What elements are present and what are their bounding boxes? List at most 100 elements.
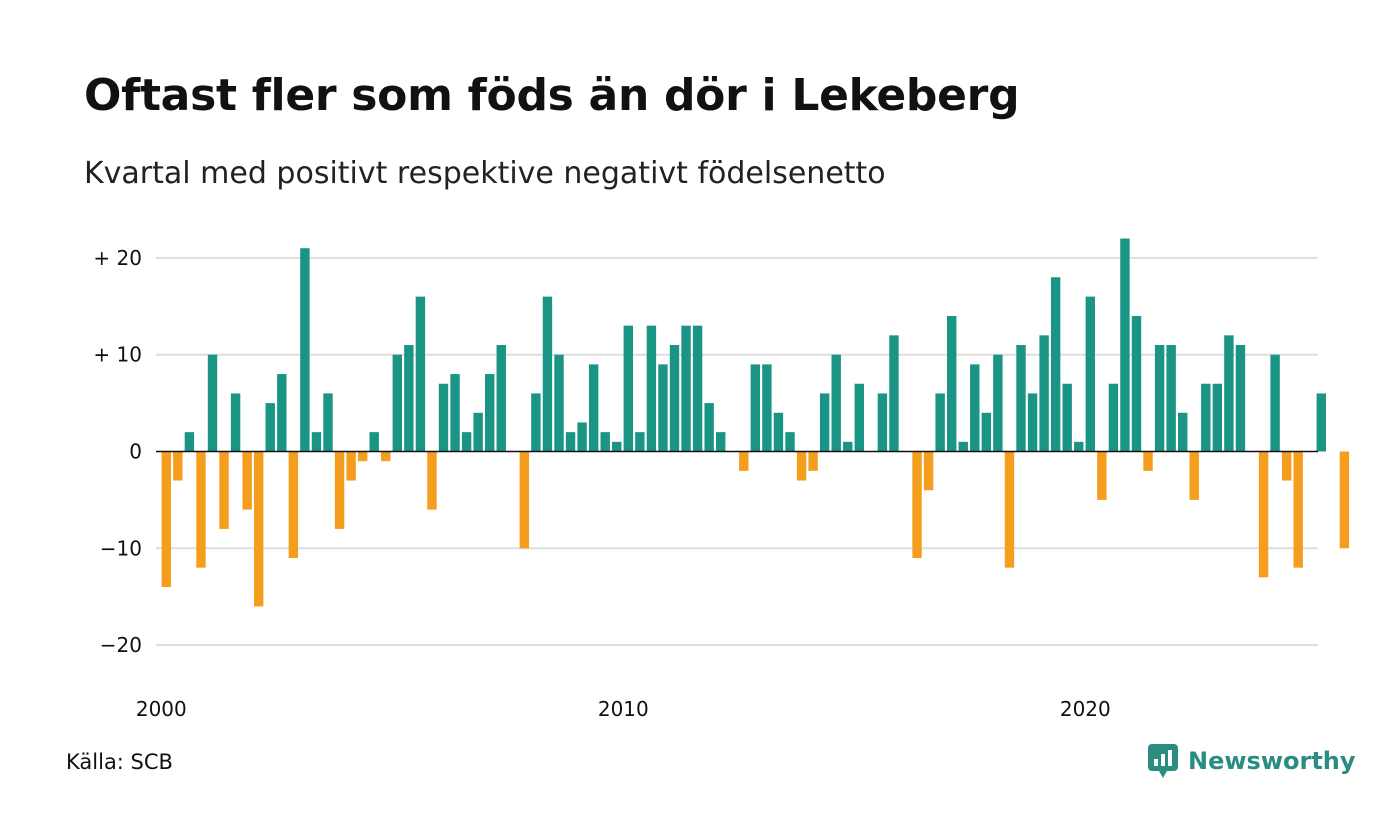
bar-positive [877, 393, 888, 452]
bar-positive [831, 354, 841, 452]
bar-positive [1131, 315, 1142, 452]
bar-positive [692, 325, 703, 452]
bar-positive [1270, 354, 1280, 452]
bar-positive [658, 364, 668, 452]
bar-positive [554, 354, 564, 452]
bar-negative [381, 451, 391, 462]
bar-negative [1339, 451, 1350, 549]
bar-positive [1074, 441, 1084, 452]
bar-positive [773, 412, 784, 452]
bar-positive [958, 441, 968, 452]
y-tick-label: + 20 [93, 246, 142, 270]
bar-positive [646, 325, 657, 452]
bar-positive [819, 393, 830, 452]
chart-subtitle: Kvartal med positivt respektive negativt… [84, 156, 886, 191]
bar-negative [796, 451, 807, 481]
bar-positive [1050, 277, 1061, 452]
bar-positive [404, 345, 414, 452]
brand-logo: Newsworthy [1148, 744, 1356, 778]
bar-negative [357, 451, 368, 462]
y-tick-label: −20 [100, 633, 142, 657]
bar-positive [415, 296, 426, 452]
bar-positive [785, 432, 795, 452]
bar-positive [485, 374, 495, 452]
bar-positive [669, 345, 680, 452]
bar-positive [1016, 345, 1026, 452]
bar-negative [427, 451, 437, 510]
bar-negative [739, 451, 749, 471]
bar-negative [808, 451, 818, 471]
bar-positive [323, 393, 333, 452]
bar-positive [473, 412, 483, 452]
bar-positive [392, 354, 402, 452]
bar-positive [843, 441, 853, 452]
bars [161, 238, 1350, 607]
bar-negative [346, 451, 356, 481]
bar-negative [1293, 451, 1303, 568]
bar-negative [288, 451, 299, 558]
bar-positive [993, 354, 1003, 452]
bar-positive [889, 335, 899, 452]
bar-negative [1143, 451, 1153, 471]
bar-positive [600, 432, 610, 452]
bar-positive [1062, 383, 1072, 452]
bar-positive [588, 364, 599, 452]
bar-positive [230, 393, 241, 452]
bar-negative [219, 451, 229, 529]
bar-positive [947, 315, 957, 452]
bar-positive [277, 374, 287, 452]
bar-negative [912, 451, 922, 558]
bar-positive [369, 432, 379, 452]
bar-positive [1178, 412, 1188, 452]
bar-negative [1189, 451, 1199, 500]
bar-positive [981, 412, 992, 452]
bar-negative [519, 451, 530, 549]
bar-negative [334, 451, 345, 529]
bar-negative [1281, 451, 1292, 481]
bar-positive [854, 383, 864, 452]
x-tick-label: 2000 [136, 697, 187, 721]
bar-positive [762, 364, 772, 452]
bar-positive [184, 432, 195, 452]
axis-labels: + 20 + 10 0 −10 −20 2000 2010 2020 [93, 246, 1110, 721]
bar-positive [450, 374, 460, 452]
bar-negative [1004, 451, 1015, 568]
bar-positive [1085, 296, 1095, 452]
bar-positive [970, 364, 980, 452]
bar-positive [461, 432, 472, 452]
bar-negative [161, 451, 171, 588]
bar-positive [1316, 393, 1326, 452]
y-tick-label: + 10 [93, 343, 142, 367]
bar-positive [1212, 383, 1223, 452]
bar-positive [1108, 383, 1119, 452]
bar-negative [242, 451, 252, 510]
x-tick-label: 2020 [1060, 697, 1111, 721]
bar-positive [1235, 345, 1246, 452]
y-tick-label: −10 [100, 536, 142, 560]
x-tick-label: 2010 [598, 697, 649, 721]
bar-positive [1166, 345, 1176, 452]
bar-chart: + 20 + 10 0 −10 −20 2000 2010 2020 [93, 238, 1350, 721]
bar-negative [196, 451, 206, 568]
y-tick-label: 0 [129, 440, 142, 464]
bar-positive [1224, 335, 1234, 452]
bar-positive [716, 432, 726, 452]
bar-positive [612, 441, 622, 452]
bar-positive [935, 393, 945, 452]
brand-name: Newsworthy [1188, 747, 1356, 775]
newsworthy-logo-icon [1148, 744, 1178, 778]
bar-positive [207, 354, 218, 452]
bar-positive [681, 325, 691, 452]
bar-positive [300, 248, 310, 452]
bar-positive [1120, 238, 1130, 452]
bar-positive [750, 364, 761, 452]
bar-positive [265, 403, 275, 452]
bar-positive [1201, 383, 1211, 452]
bar-positive [542, 296, 553, 452]
bar-positive [1027, 393, 1038, 452]
bar-positive [565, 432, 576, 452]
bar-negative [254, 451, 264, 607]
bar-positive [438, 383, 449, 452]
bar-negative [173, 451, 183, 481]
source-label: Källa: SCB [66, 750, 173, 774]
